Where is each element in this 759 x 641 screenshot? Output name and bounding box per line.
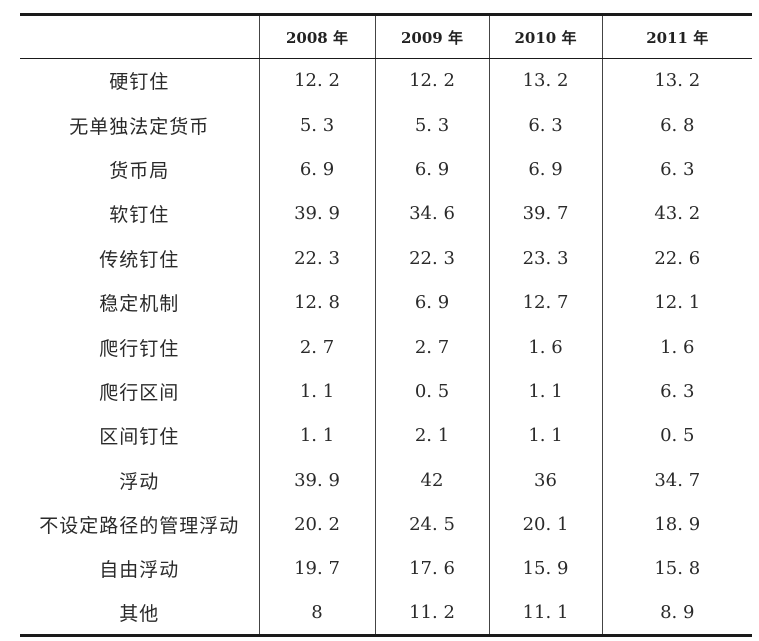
value-cell: 12. 2 (374, 58, 489, 103)
value-cell: 13. 2 (601, 58, 752, 103)
row-label: 爬行钉住 (99, 337, 180, 360)
value-cell: 13. 2 (488, 58, 602, 103)
value-cell: 12. 7 (488, 280, 602, 325)
table-row: 稳定机制 12. 8 6. 9 12. 7 12. 1 (20, 280, 752, 325)
value-cell: 12. 8 (258, 280, 375, 325)
value-cell: 6. 3 (601, 369, 752, 414)
table-row: 不设定路径的管理浮动 20. 2 24. 5 20. 1 18. 9 (20, 502, 752, 547)
value-cell: 36 (488, 458, 602, 503)
value-cell: 6. 9 (488, 147, 602, 192)
value-cell: 6. 8 (601, 102, 752, 148)
value-cell: 22. 6 (601, 236, 752, 281)
header-cell-2010: 2010 年 (488, 13, 602, 59)
value-cell: 6. 9 (374, 280, 489, 325)
value-cell: 8. 9 (601, 591, 752, 638)
value-cell: 23. 3 (488, 236, 602, 281)
value-cell: 6. 3 (601, 147, 752, 192)
value-cell: 34. 6 (374, 191, 489, 237)
table-row: 爬行区间 1. 1 0. 5 1. 1 6. 3 (20, 369, 752, 414)
row-label: 硬钉住 (109, 71, 170, 94)
value-cell: 1. 6 (601, 324, 752, 370)
value-cell: 12. 2 (258, 58, 375, 103)
header-cell-category (20, 13, 259, 59)
value-cell: 19. 7 (258, 546, 375, 592)
row-label: 传统钉住 (99, 248, 180, 271)
value-cell: 17. 6 (374, 546, 489, 592)
header-row: 2008 年 2009 年 2010 年 2011 年 (20, 13, 752, 59)
value-cell: 12. 1 (601, 280, 752, 325)
value-cell: 24. 5 (374, 502, 489, 547)
row-label: 软钉住 (109, 204, 170, 227)
value-cell: 20. 2 (258, 502, 375, 547)
header-cell-2009: 2009 年 (374, 13, 489, 59)
row-label: 稳定机制 (99, 293, 180, 316)
value-cell: 1. 1 (258, 413, 375, 459)
row-label: 爬行区间 (99, 381, 180, 404)
table-body: 硬钉住 12. 2 12. 2 13. 2 13. 2 无单独法定货币 5. 3 5. 3 6.… (20, 58, 752, 638)
value-cell: 8 (258, 591, 375, 638)
row-label: 其他 (20, 591, 259, 638)
value-cell: 39. 7 (488, 191, 602, 237)
row-label: 浮动 (119, 470, 160, 493)
value-cell: 6. 3 (488, 102, 602, 148)
value-cell: 15. 8 (601, 546, 752, 592)
header-cell-2011: 2011 年 (601, 13, 752, 59)
header-cell-2008: 2008 年 (258, 13, 375, 59)
value-cell: 2. 7 (374, 324, 489, 370)
value-cell: 0. 5 (374, 369, 489, 414)
table-row: 货币局 6. 9 6. 9 6. 9 6. 3 (20, 147, 752, 192)
value-cell: 39. 9 (258, 458, 375, 503)
value-cell: 2. 7 (258, 324, 375, 370)
value-cell: 6. 9 (258, 147, 375, 192)
value-cell: 39. 9 (258, 191, 375, 237)
exchange-regime-table: 2008 年 2009 年 2010 年 2011 年 硬钉住 12. 2 12. … (20, 13, 752, 638)
value-cell: 0. 5 (601, 413, 752, 459)
table-row: 爬行钉住 2. 7 2. 7 1. 6 1. 6 (20, 324, 752, 370)
table-row: 软钉住 39. 9 34. 6 39. 7 43. 2 (20, 191, 752, 237)
value-cell: 1. 6 (488, 324, 602, 370)
value-cell: 22. 3 (258, 236, 375, 281)
value-cell: 22. 3 (374, 236, 489, 281)
value-cell: 18. 9 (601, 502, 752, 547)
value-cell: 15. 9 (488, 546, 602, 592)
value-cell: 11. 2 (374, 591, 489, 638)
table-row: 传统钉住 22. 3 22. 3 23. 3 22. 6 (20, 236, 752, 281)
value-cell: 1. 1 (488, 369, 602, 414)
table-row: 自由浮动 19. 7 17. 6 15. 9 15. 8 (20, 546, 752, 592)
table-row: 区间钉住 1. 1 2. 1 1. 1 0. 5 (20, 413, 752, 459)
value-cell: 5. 3 (258, 102, 375, 148)
value-cell: 2. 1 (374, 413, 489, 459)
value-cell: 34. 7 (601, 458, 752, 503)
row-label: 区间钉住 (99, 426, 180, 449)
value-cell: 42 (374, 458, 489, 503)
table-row: 硬钉住 12. 2 12. 2 13. 2 13. 2 (20, 58, 752, 103)
value-cell: 11. 1 (488, 591, 602, 638)
value-cell: 43. 2 (601, 191, 752, 237)
row-label: 不设定路径的管理浮动 (39, 515, 240, 538)
data-table-container: 2008 年 2009 年 2010 年 2011 年 硬钉住 12. 2 12. … (20, 13, 752, 638)
row-label: 自由浮动 (99, 559, 180, 582)
table-row: 其他 8 11. 2 11. 1 8. 9 (20, 591, 752, 638)
value-cell: 20. 1 (488, 502, 602, 547)
value-cell: 1. 1 (258, 369, 375, 414)
value-cell: 6. 9 (374, 147, 489, 192)
value-cell: 1. 1 (488, 413, 602, 459)
row-label: 无单独法定货币 (69, 115, 210, 138)
table-row: 浮动 39. 9 42 36 34. 7 (20, 458, 752, 503)
value-cell: 5. 3 (374, 102, 489, 148)
row-label: 货币局 (109, 159, 170, 182)
table-row: 无单独法定货币 5. 3 5. 3 6. 3 6. 8 (20, 102, 752, 148)
